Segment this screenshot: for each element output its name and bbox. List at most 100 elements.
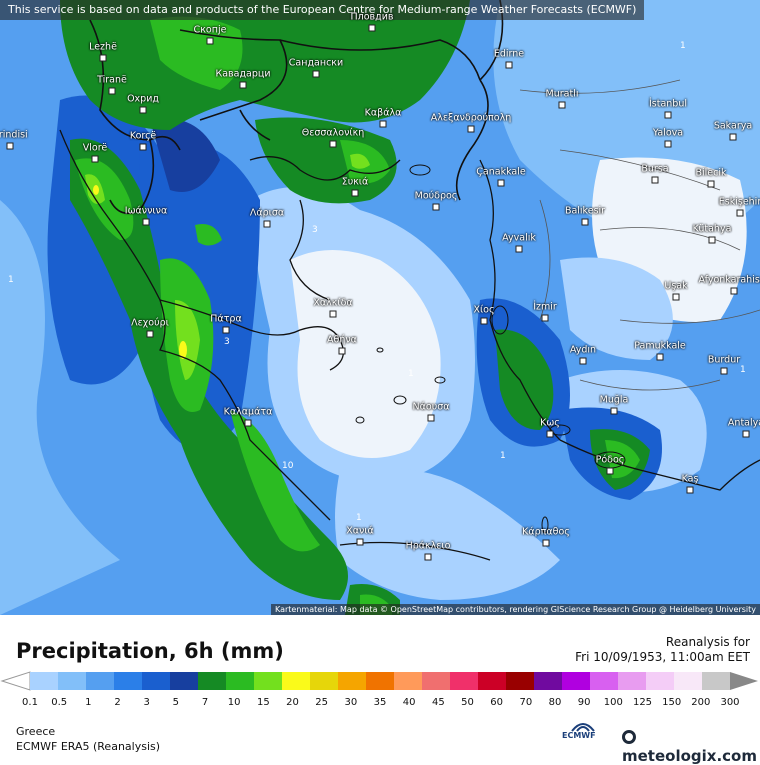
scale-min-arrow xyxy=(0,671,31,691)
city-marker xyxy=(329,310,337,318)
color-scale-bar xyxy=(0,671,758,691)
scale-tick-label: 200 xyxy=(691,697,711,708)
city-label: Νάουσα xyxy=(412,401,450,413)
city-label: Αλεξανδρούπολη xyxy=(430,112,512,124)
city-marker xyxy=(329,140,337,148)
city-marker xyxy=(244,419,252,427)
scale-swatch xyxy=(618,672,647,690)
scale-swatch xyxy=(422,672,451,690)
city-marker xyxy=(664,140,672,148)
city-marker xyxy=(427,414,435,422)
city-marker xyxy=(672,293,680,301)
scale-tick-label: 10 xyxy=(227,697,241,708)
scale-tick-label: 1 xyxy=(85,697,92,708)
region-label: Greece xyxy=(16,725,56,738)
scale-swatch xyxy=(506,672,535,690)
city-label: Συκιά xyxy=(341,176,369,188)
city-label: Burdur xyxy=(707,354,741,366)
city-marker xyxy=(581,218,589,226)
city-marker xyxy=(515,245,523,253)
city-label: Κως xyxy=(540,417,560,429)
map-credit[interactable]: Kartenmaterial: Map data © OpenStreetMap… xyxy=(270,604,760,615)
city-label: Korçë xyxy=(129,130,157,142)
city-label: Λεχούρι xyxy=(131,317,169,329)
city-marker xyxy=(579,357,587,365)
color-scale xyxy=(0,671,760,693)
city-marker xyxy=(146,330,154,338)
city-label: Antalya xyxy=(727,417,760,429)
city-label: Αθήνα xyxy=(327,334,357,346)
city-marker xyxy=(686,486,694,494)
city-marker xyxy=(424,553,432,561)
contour-label: 3 xyxy=(224,337,230,347)
city-label: Yalova xyxy=(652,127,684,139)
city-marker xyxy=(351,189,359,197)
contour-label: 1 xyxy=(740,365,746,375)
scale-swatch xyxy=(58,672,87,690)
scale-swatch xyxy=(170,672,199,690)
scale-tick-label: 60 xyxy=(490,697,504,708)
city-marker xyxy=(708,236,716,244)
city-marker xyxy=(651,176,659,184)
city-label: Χαλκίδα xyxy=(313,297,353,309)
city-marker xyxy=(379,120,387,128)
city-label: Kaş xyxy=(681,473,699,485)
city-marker xyxy=(542,539,550,547)
scale-tick-label: 40 xyxy=(402,697,416,708)
city-label: Χίος xyxy=(473,304,495,316)
color-scale-ticks: 0.1 0.5 1 2 3 5 7 10 15 20 25 30 35 40 45 50 60 70 80 90 100… xyxy=(0,697,760,711)
scale-swatch xyxy=(478,672,507,690)
city-marker xyxy=(239,81,247,89)
city-label: Сандански xyxy=(288,57,344,69)
scale-swatch xyxy=(366,672,395,690)
scale-swatch xyxy=(394,672,423,690)
city-label: Pamukkale xyxy=(634,340,686,352)
city-label: İzmir xyxy=(533,301,557,313)
city-label: Ηράκλειο xyxy=(405,540,451,552)
ecmwf-logo-icon xyxy=(571,723,595,732)
city-marker xyxy=(222,326,230,334)
scale-tick-label: 0.1 xyxy=(22,697,38,708)
scale-swatch xyxy=(646,672,675,690)
city-marker xyxy=(707,180,715,188)
city-marker xyxy=(664,111,672,119)
city-label: Пловдив xyxy=(350,11,394,23)
city-marker xyxy=(558,101,566,109)
city-marker xyxy=(480,317,488,325)
city-label: Ιωάννινα xyxy=(124,205,168,217)
city-marker xyxy=(656,353,664,361)
contour-label: 1 xyxy=(680,41,686,51)
city-label: Edirne xyxy=(493,48,525,60)
scale-swatch xyxy=(562,672,591,690)
scale-tick-label: 90 xyxy=(577,697,591,708)
city-label: Πάτρα xyxy=(210,313,242,325)
scale-swatch xyxy=(310,672,339,690)
city-marker xyxy=(108,87,116,95)
legend-footer: Precipitation, 6h (mm) Reanalysis for Fr… xyxy=(0,615,760,765)
scale-tick-label: 80 xyxy=(548,697,562,708)
scale-tick-label: 20 xyxy=(286,697,299,708)
scale-swatch xyxy=(86,672,115,690)
contour-label: 3 xyxy=(312,225,318,235)
scale-swatch xyxy=(226,672,255,690)
scale-swatch xyxy=(534,672,563,690)
scale-swatch xyxy=(338,672,367,690)
scale-tick-label: 0.5 xyxy=(51,697,68,708)
city-marker xyxy=(736,209,744,217)
run-info: Reanalysis for Fri 10/09/1953, 11:00am E… xyxy=(575,635,750,665)
city-marker xyxy=(606,467,614,475)
city-marker xyxy=(338,347,346,355)
city-label: Κάρπαθος xyxy=(522,526,570,538)
ecmwf-label: ECMWF xyxy=(562,731,596,740)
city-marker xyxy=(356,538,364,546)
precipitation-map[interactable]: 1 1 1 3 3 10 1 1 1 This service is based… xyxy=(0,0,760,615)
city-label: Λάρισα xyxy=(249,207,285,219)
city-label: Охрид xyxy=(127,93,159,105)
contour-label: 1 xyxy=(8,275,14,285)
city-marker xyxy=(505,61,513,69)
city-label: Muratlı xyxy=(545,88,579,100)
city-marker xyxy=(467,125,475,133)
city-label: Tiranë xyxy=(97,74,127,86)
city-label: Θεσσαλονίκη xyxy=(301,127,365,139)
contour-label: 1 xyxy=(356,513,362,523)
